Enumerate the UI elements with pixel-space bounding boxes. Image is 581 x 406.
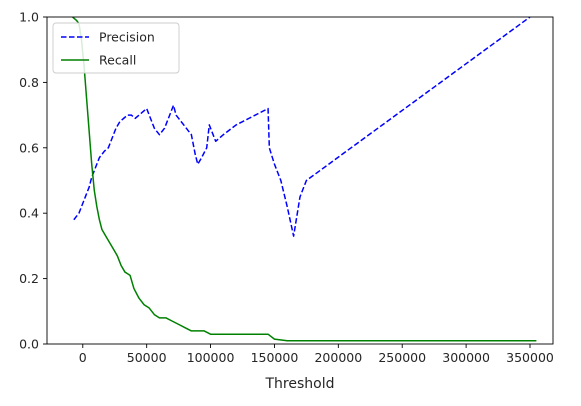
series-line-recall [72, 17, 537, 342]
x-tick-label: 300000 [442, 350, 490, 365]
y-tick-label: 0.2 [19, 271, 39, 286]
series-line-precision [73, 17, 531, 237]
x-tick-label: 150000 [251, 350, 299, 365]
x-tick-label: 350000 [506, 350, 554, 365]
y-tick-label: 0.6 [19, 140, 39, 155]
y-tick-label: 0.8 [19, 75, 39, 90]
x-tick-label: 0 [79, 350, 87, 365]
y-tick-label: 1.0 [19, 10, 39, 25]
legend: Precision Recall [52, 22, 180, 74]
axes-layer: 0 50000 100000 150000 200000 250000 300000 3500… [19, 10, 554, 366]
x-axis-label: Threshold [265, 376, 335, 392]
x-tick-label: 100000 [187, 350, 235, 365]
plot-layer [72, 17, 537, 342]
legend-label-recall: Recall [99, 53, 136, 68]
x-tick-label: 50000 [127, 350, 167, 365]
y-tick-label: 0.4 [19, 206, 39, 221]
x-tick-label: 200000 [314, 350, 362, 365]
axes-frame [46, 16, 554, 345]
legend-label-precision: Precision [99, 30, 155, 45]
y-tick-label: 0.0 [19, 337, 39, 352]
x-tick-label: 250000 [378, 350, 426, 365]
